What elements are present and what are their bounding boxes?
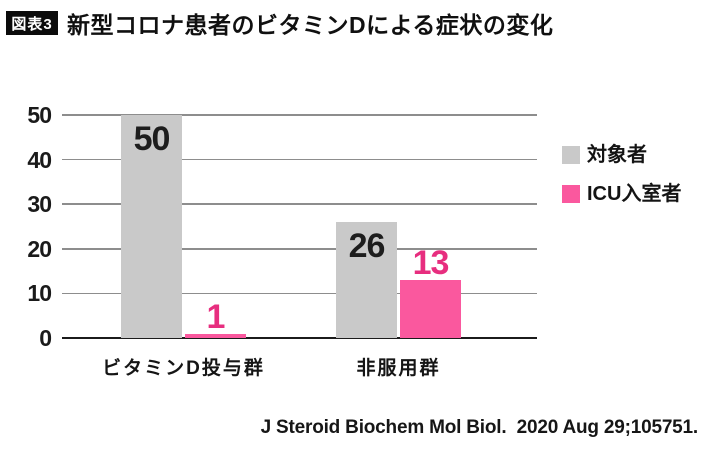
bar-icu-group1 [185, 333, 246, 338]
x-axis-line [62, 337, 537, 339]
y-tick-label-50: 50 [27, 102, 52, 128]
y-tick-label-40: 40 [27, 146, 52, 173]
bar-value-label: 13 [412, 244, 450, 283]
x-axis-label-group2: 非服用群 [356, 358, 441, 379]
legend-label-icu: ICU入室者 [587, 183, 682, 205]
gridline-40 [62, 158, 537, 161]
y-tick-label-20: 20 [27, 235, 52, 262]
gridline-50 [62, 114, 537, 116]
plot-area: 50 1 26 13 [62, 114, 537, 339]
source-citation: J Steroid Biochem Mol Biol. 2020 Aug 29;… [260, 417, 699, 438]
legend: 対象者 ICU入室者 [562, 144, 681, 205]
y-tick-label-0: 0 [39, 325, 52, 351]
gridline-30 [62, 203, 537, 205]
bar-subjects-group2 [336, 222, 397, 338]
bar-icu-group2 [400, 280, 461, 338]
gridline-20 [62, 248, 537, 250]
legend-swatch-pink [562, 185, 580, 203]
y-tick-label-10: 10 [27, 280, 52, 307]
x-axis-label-group1: ビタミンD投与群 [102, 358, 265, 379]
legend-swatch-gray [562, 146, 580, 164]
legend-label-subjects: 対象者 [587, 144, 647, 166]
chart-title: 新型コロナ患者のビタミンDによる症状の変化 [67, 12, 554, 38]
figure-number-badge: 図表3 [6, 11, 58, 35]
y-axis-tick-labels: 0 10 20 30 40 50 [0, 103, 54, 350]
bar-subjects-group1 [121, 115, 182, 338]
x-axis-category-labels: ビタミンD投与群 非服用群 [0, 353, 710, 381]
legend-item-icu: ICU入室者 [562, 183, 681, 205]
chart-header: 図表3 新型コロナ患者のビタミンDによる症状の変化 [6, 6, 553, 40]
legend-item-subjects: 対象者 [562, 144, 681, 166]
y-tick-label-30: 30 [27, 191, 52, 218]
gridline-10 [62, 292, 537, 295]
bar-value-label: 1 [206, 297, 226, 336]
